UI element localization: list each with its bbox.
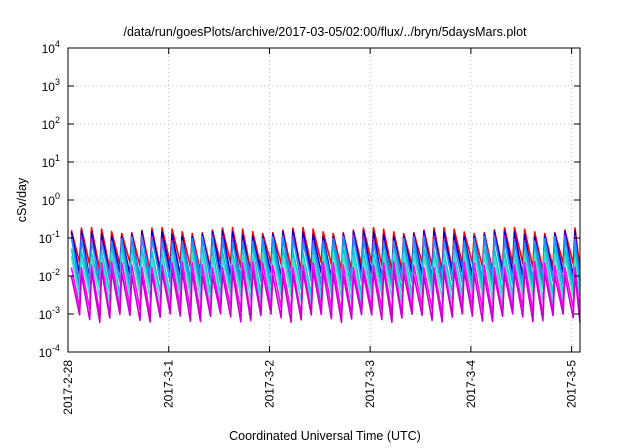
x-tick-label: 2017-3-1 xyxy=(162,360,176,408)
chart-title: /data/run/goesPlots/archive/2017-03-05/0… xyxy=(123,25,527,39)
y-tick-label: 102 xyxy=(42,115,60,132)
series-line xyxy=(70,251,581,305)
x-axis-label: Coordinated Universal Time (UTC) xyxy=(229,429,421,443)
y-tick-label: 10-3 xyxy=(39,305,60,322)
series-group xyxy=(70,226,581,324)
x-tick-label: 2017-3-4 xyxy=(464,360,478,408)
series-line xyxy=(70,246,581,297)
series-line xyxy=(70,269,581,324)
y-tick-label: 10-2 xyxy=(39,267,60,284)
x-tick-label: 2017-3-5 xyxy=(565,360,579,408)
y-tick-label: 10-4 xyxy=(39,343,60,360)
x-tick-label: 2017-2-28 xyxy=(61,360,75,415)
y-axis: 10-4 10-3 10-2 10-1 100 101 102 103 104 xyxy=(39,39,580,360)
y-tick-label: 101 xyxy=(42,153,60,170)
y-tick-label: 10-1 xyxy=(39,229,60,246)
y-tick-label: 104 xyxy=(42,39,60,56)
y-tick-label: 103 xyxy=(42,77,60,94)
series-line xyxy=(70,236,581,286)
y-axis-label: cSv/day xyxy=(15,177,29,222)
x-tick-label: 2017-3-3 xyxy=(363,360,377,408)
x-tick-label: 2017-3-2 xyxy=(262,360,276,408)
y-tick-label: 100 xyxy=(42,191,60,208)
x-axis: 2017-2-28 2017-3-1 2017-3-2 2017-3-3 2017-3-… xyxy=(61,48,579,415)
